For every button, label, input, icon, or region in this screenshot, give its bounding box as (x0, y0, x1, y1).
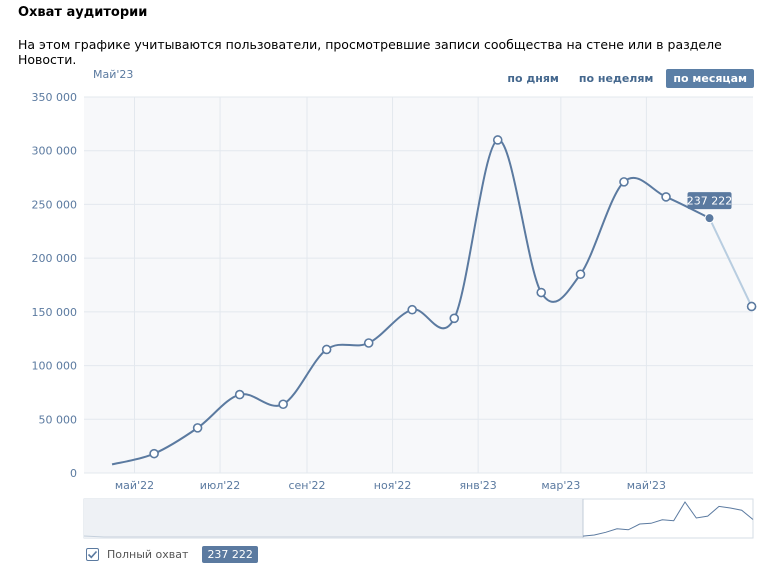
x-tick-label: мар'23 (541, 479, 580, 492)
period-tabs: по дням по неделям по месяцам (500, 69, 754, 88)
y-tick-label: 100 000 (32, 360, 78, 373)
navigator-history-line (83, 535, 583, 538)
x-tick-label: сен'22 (288, 479, 325, 492)
y-tick-label: 200 000 (32, 252, 78, 265)
legend-value-badge: 237 222 (202, 546, 258, 563)
y-tick-label: 0 (70, 467, 77, 480)
data-point[interactable] (661, 192, 671, 202)
x-tick-label: ноя'22 (374, 479, 412, 492)
check-icon (87, 550, 98, 559)
x-tick-label: май'23 (627, 479, 666, 492)
tooltip-value: 237 222 (687, 195, 733, 208)
tooltip-box (687, 192, 732, 210)
data-point[interactable] (746, 301, 757, 312)
y-tick-label: 50 000 (39, 413, 78, 426)
y-tick-label: 250 000 (32, 198, 78, 211)
series-line-partial (708, 217, 753, 307)
data-point[interactable] (575, 269, 586, 280)
page-subtitle: На этом графике учитываются пользователи… (18, 37, 722, 67)
y-tick-label: 150 000 (32, 306, 78, 319)
legend: Полный охват 237 222 (86, 546, 258, 563)
navigator-series-line (582, 501, 754, 537)
navigator-mask (84, 499, 583, 538)
data-point[interactable] (492, 135, 503, 145)
period-label: Май'23 (93, 68, 134, 81)
x-tick-label: янв'23 (459, 479, 496, 492)
x-tick-label: май'22 (115, 479, 154, 492)
data-point[interactable] (407, 304, 417, 315)
data-point[interactable] (619, 177, 629, 187)
y-tick-label: 300 000 (32, 145, 78, 158)
data-point[interactable] (149, 448, 159, 459)
y-tick-label: 350 000 (32, 91, 78, 104)
data-point[interactable] (536, 287, 547, 298)
tab-by-month[interactable]: по месяцам (666, 69, 754, 88)
data-point[interactable] (449, 313, 460, 324)
data-point[interactable] (192, 423, 203, 433)
data-point-highlighted[interactable] (704, 213, 715, 224)
reach-chart: 0 50 000 100 000 150 000 200 000 250 000 300 0… (32, 91, 757, 539)
legend-checkbox[interactable] (86, 548, 99, 561)
tab-by-week[interactable]: по неделям (578, 72, 654, 85)
tab-by-day[interactable]: по дням (507, 72, 559, 85)
data-point[interactable] (234, 389, 245, 400)
data-point[interactable] (278, 399, 288, 410)
x-tick-label: июл'22 (200, 479, 240, 492)
data-point[interactable] (321, 344, 332, 355)
data-point[interactable] (363, 338, 374, 348)
page-title: Охват аудитории (18, 5, 148, 20)
series-line (111, 138, 710, 466)
plot-background (84, 97, 753, 473)
legend-series-name: Полный охват (107, 548, 189, 561)
